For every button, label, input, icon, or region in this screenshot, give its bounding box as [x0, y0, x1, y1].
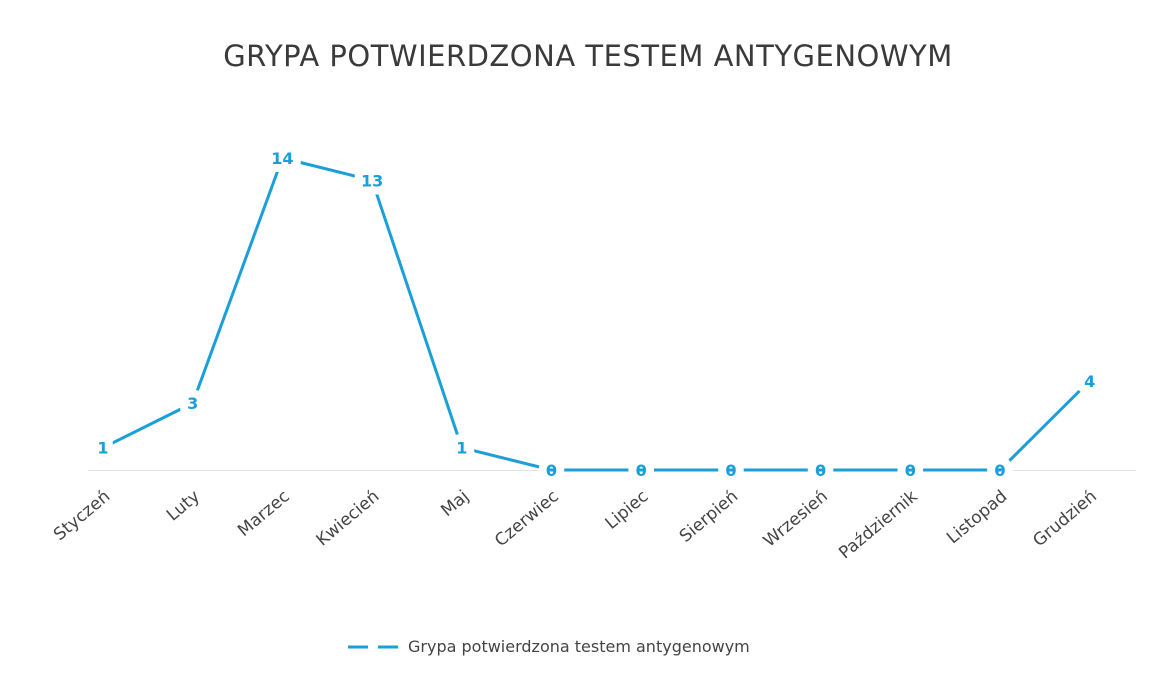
chart-title: GRYPA POTWIERDZONA TESTEM ANTYGENOWYM	[223, 39, 953, 73]
data-label: 3	[187, 394, 198, 413]
data-label: 0	[636, 461, 647, 480]
data-label: 13	[361, 171, 383, 190]
data-label: 0	[815, 461, 826, 480]
data-label: 0	[725, 461, 736, 480]
data-label: 0	[905, 461, 916, 480]
data-label: 0	[546, 461, 557, 480]
data-label: 0	[994, 461, 1005, 480]
data-label: 14	[271, 149, 293, 168]
data-label: 4	[1084, 372, 1095, 391]
data-label: 1	[97, 439, 108, 458]
legend-label: Grypa potwierdzona testem antygenowym	[408, 637, 750, 656]
line	[102, 156, 1091, 472]
data-label: 1	[456, 439, 467, 458]
